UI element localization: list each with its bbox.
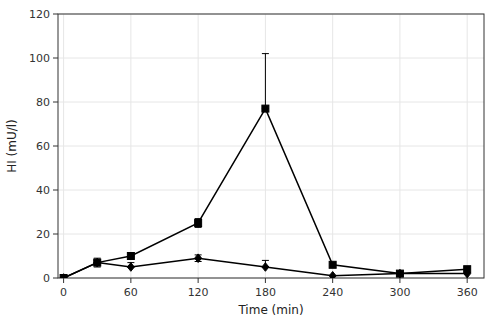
- tick-label: 100: [29, 52, 50, 65]
- tick-label: 180: [255, 286, 276, 299]
- tick-label: 360: [457, 286, 478, 299]
- series: [60, 54, 471, 278]
- tick: [332, 278, 333, 283]
- error-bar: [195, 219, 202, 228]
- point: [396, 269, 403, 278]
- point: [94, 258, 101, 267]
- tick: [265, 278, 266, 283]
- tick-label: 40: [36, 184, 50, 197]
- tick-label: 0: [43, 272, 50, 285]
- point: [262, 105, 269, 112]
- series-line: [64, 258, 468, 278]
- tick: [467, 278, 468, 283]
- tick-label: 300: [389, 286, 410, 299]
- tick: [63, 278, 64, 283]
- grid-line: [467, 14, 468, 278]
- plot-frame: [58, 14, 484, 278]
- tick: [198, 278, 199, 283]
- tick: [53, 58, 58, 59]
- point: [60, 275, 67, 279]
- grid-line: [332, 14, 333, 278]
- point: [127, 253, 134, 260]
- tick: [53, 278, 58, 279]
- y-axis-label: HI (mU/l): [5, 119, 19, 173]
- tick: [53, 234, 58, 235]
- tick: [53, 146, 58, 147]
- chart: 0 20 40 60 80 100 120 0 60 120 180 240 300 360 Time (m…: [0, 0, 500, 324]
- point: [60, 274, 67, 278]
- grid-line: [58, 58, 484, 59]
- tick: [399, 278, 400, 283]
- tick-label: 240: [322, 286, 343, 299]
- tick-label: 0: [60, 286, 67, 299]
- series-line: [64, 109, 468, 278]
- point: [94, 259, 101, 266]
- error-bar: [262, 54, 269, 109]
- tick-label: 120: [188, 286, 209, 299]
- grid-line: [58, 234, 484, 235]
- grid-line: [58, 190, 484, 191]
- grid-line: [63, 14, 64, 278]
- point: [329, 272, 336, 279]
- point: [464, 266, 471, 273]
- tick: [130, 278, 131, 283]
- grid-line: [58, 102, 484, 103]
- tick: [53, 102, 58, 103]
- error-bar: [195, 255, 202, 262]
- tick: [53, 14, 58, 15]
- point: [329, 261, 336, 268]
- tick-label: 60: [124, 286, 138, 299]
- x-axis-label: Time (min): [237, 303, 303, 317]
- point: [127, 263, 134, 272]
- point: [195, 220, 202, 227]
- error-bar: [94, 258, 101, 267]
- tick: [53, 190, 58, 191]
- point: [195, 254, 202, 263]
- grid-line: [399, 14, 400, 278]
- grid-line: [130, 14, 131, 278]
- axes: 0 20 40 60 80 100 120 0 60 120 180 240 300 360: [29, 8, 484, 299]
- point: [262, 263, 269, 272]
- tick-label: 20: [36, 228, 50, 241]
- tick-label: 60: [36, 140, 50, 153]
- point: [396, 270, 403, 277]
- tick-label: 80: [36, 96, 50, 109]
- data: [60, 54, 471, 278]
- grid-line: [58, 146, 484, 147]
- grid-line: [198, 14, 199, 278]
- tick-label: 120: [29, 8, 50, 21]
